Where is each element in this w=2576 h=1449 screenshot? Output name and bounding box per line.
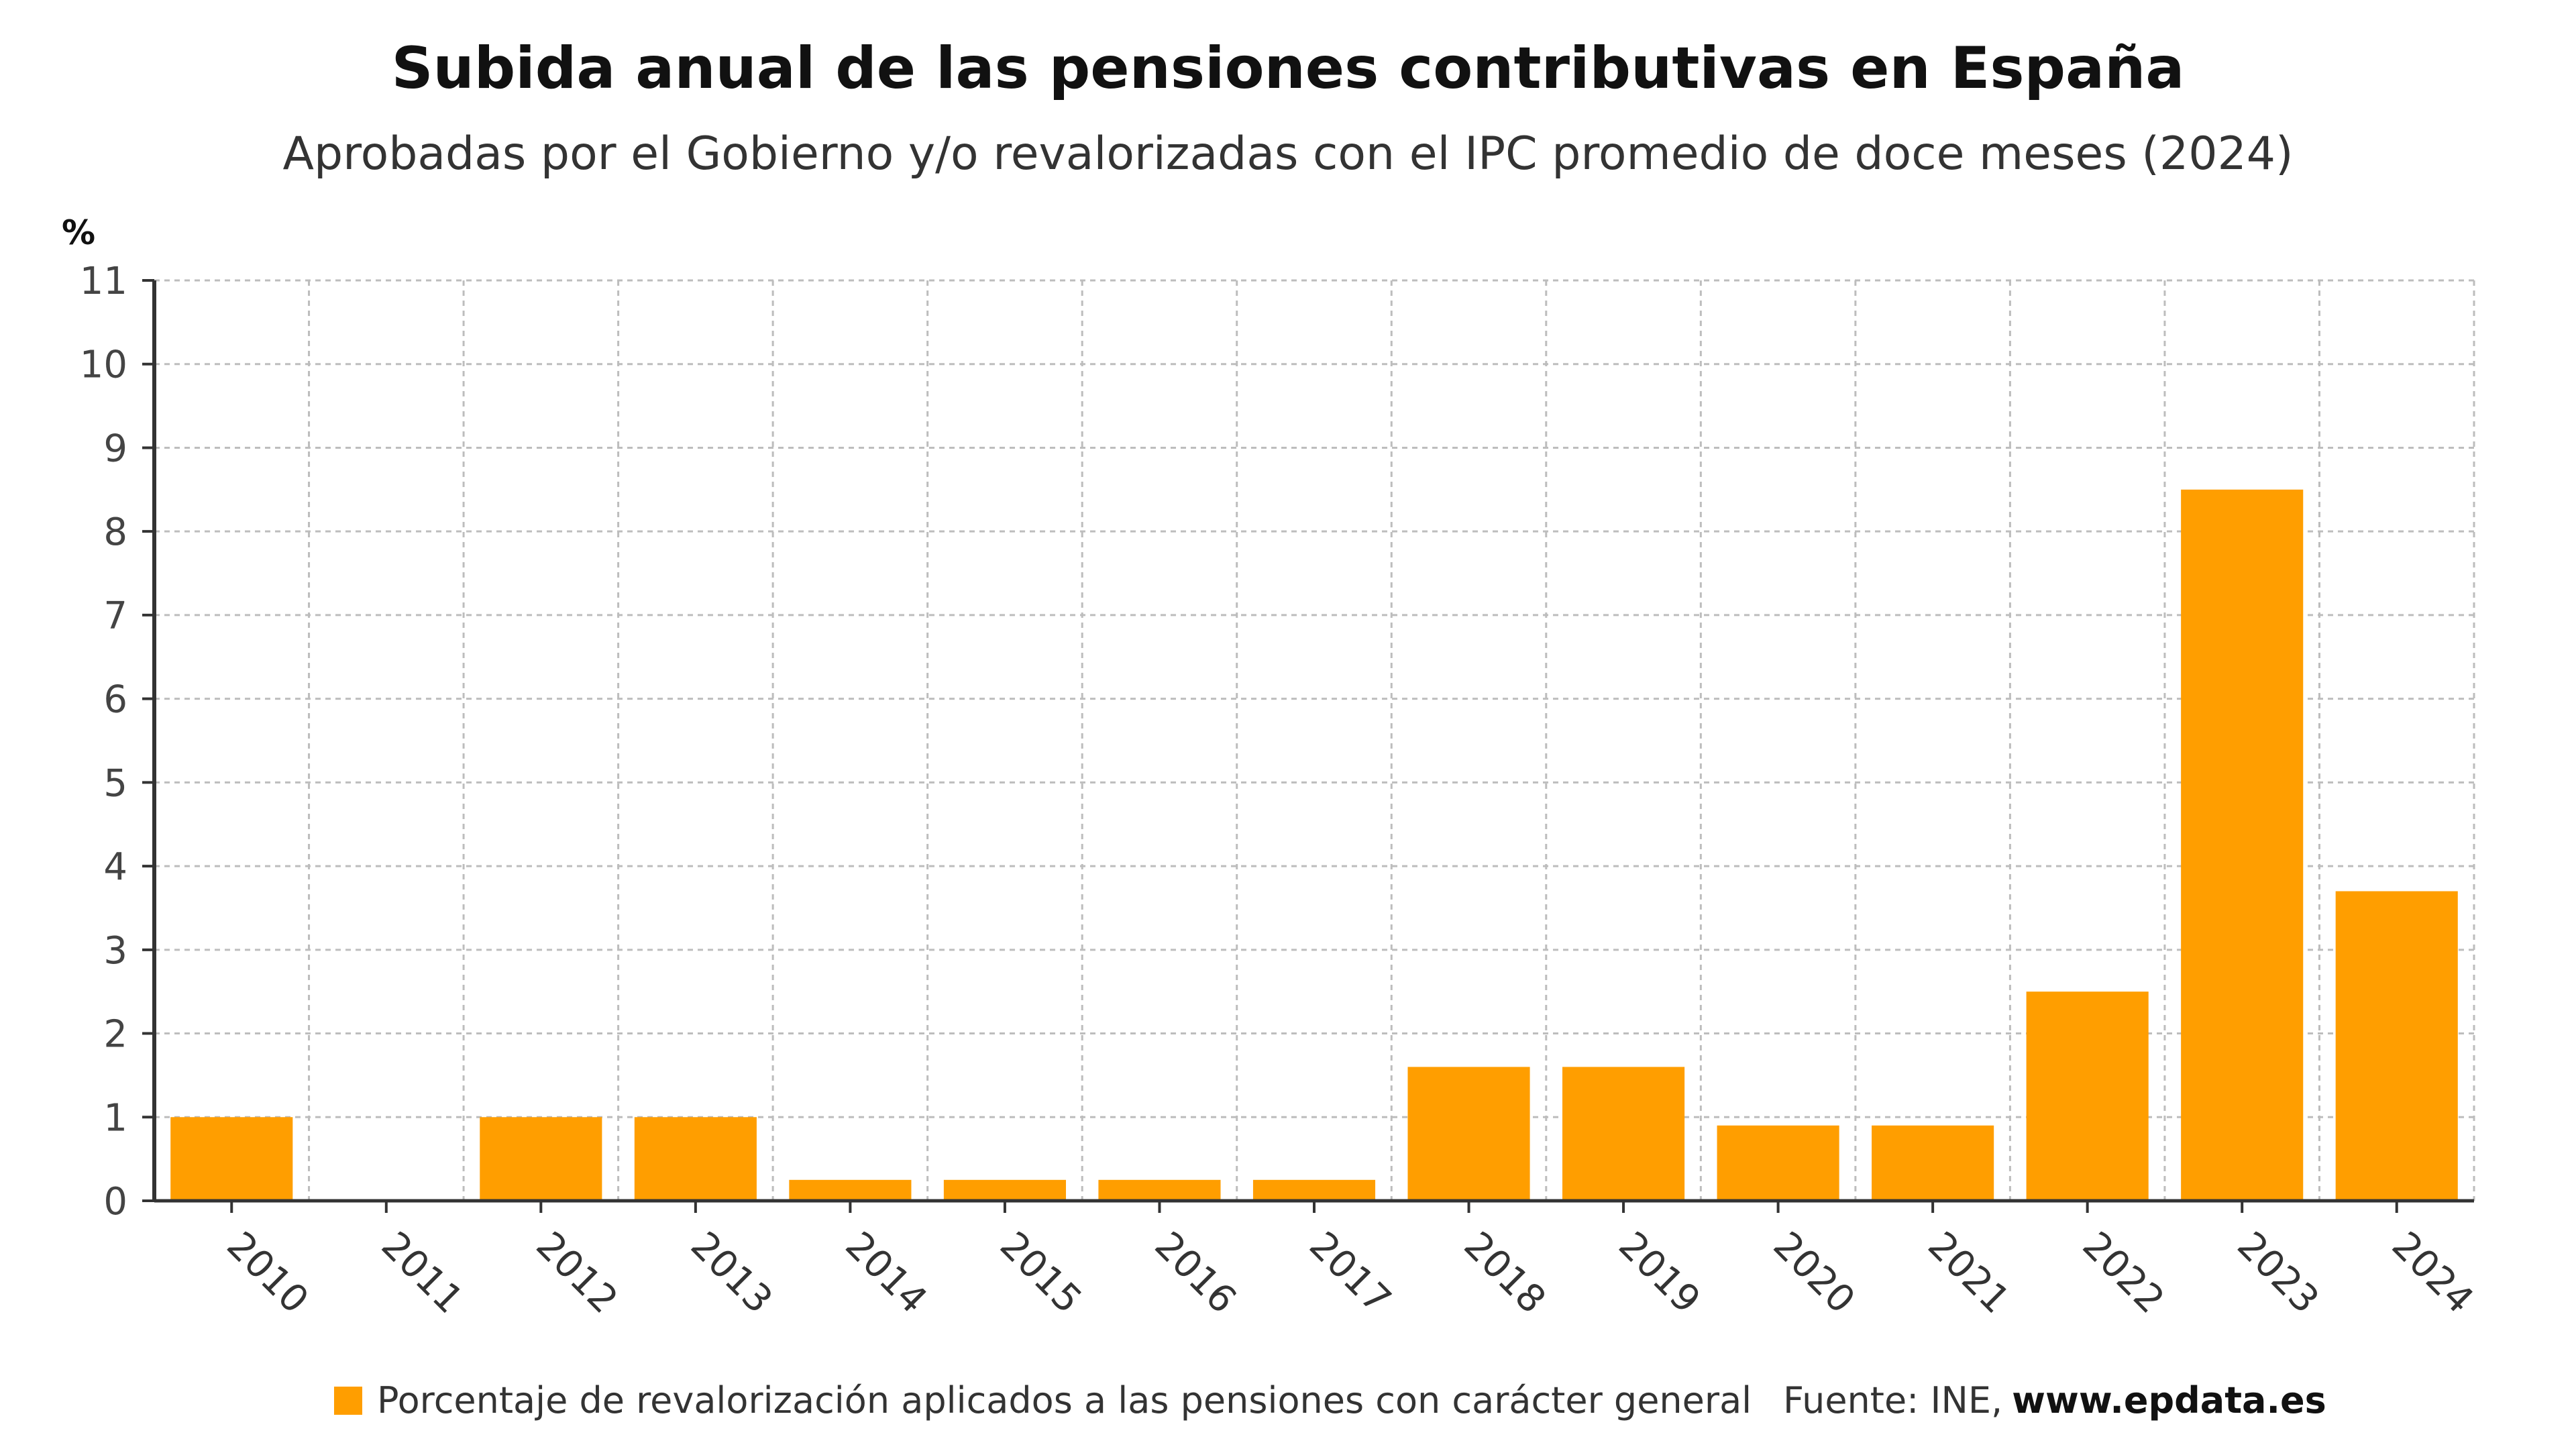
- chart-title: Subida anual de las pensiones contributi…: [391, 35, 2185, 102]
- x-tick-label-2023: 2023: [2229, 1224, 2327, 1322]
- y-tick-label: 2: [103, 1013, 127, 1057]
- source-site: www.epdata.es: [2012, 1379, 2326, 1421]
- bar-2014: [789, 1179, 912, 1201]
- x-tick-label-2021: 2021: [1919, 1224, 2018, 1322]
- y-tick-label: 10: [80, 343, 127, 387]
- y-tick-label: 6: [103, 678, 127, 722]
- bar-2015: [943, 1179, 1066, 1201]
- y-tick-labels: 0 1 2 3 4 5 6 7 8 9 10 11: [80, 260, 127, 1224]
- bars-layer: [170, 489, 2458, 1201]
- y-axis-unit-label: %: [62, 213, 96, 252]
- y-tick-label: 0: [103, 1180, 127, 1224]
- bar-2022: [2026, 991, 2149, 1201]
- source-label: Fuente: INE,: [1783, 1379, 2003, 1421]
- legend: Porcentaje de revalorización aplicados a…: [334, 1379, 1752, 1421]
- bar-2021: [1872, 1125, 1994, 1201]
- x-tick-label-2019: 2019: [1610, 1224, 1709, 1322]
- bar-2012: [480, 1117, 602, 1201]
- bar-2010: [170, 1117, 293, 1201]
- x-tick-label-2015: 2015: [991, 1224, 1090, 1322]
- bar-2023: [2181, 489, 2304, 1201]
- x-tick-labels: 2010 2011 2012 2013 2014 2015 2016 2017 2018 2019…: [218, 1224, 2481, 1322]
- x-tick-label-2013: 2013: [682, 1224, 781, 1322]
- x-tick-label-2017: 2017: [1301, 1224, 1399, 1322]
- bar-2018: [1407, 1067, 1530, 1201]
- chart-subtitle: Aprobadas por el Gobierno y/o revaloriza…: [282, 127, 2294, 180]
- y-tick-label: 4: [103, 845, 127, 889]
- bar-2019: [1562, 1067, 1685, 1201]
- y-tick-label: 8: [103, 511, 127, 554]
- legend-swatch: [334, 1386, 362, 1415]
- y-tick-label: 11: [80, 260, 127, 303]
- bar-2013: [634, 1117, 757, 1201]
- y-tick-label: 3: [103, 929, 127, 973]
- bar-2024: [2335, 891, 2458, 1201]
- x-tick-label-2024: 2024: [2383, 1224, 2482, 1322]
- bar-2017: [1252, 1179, 1376, 1201]
- y-tick-label: 1: [103, 1096, 127, 1140]
- x-tick-label-2018: 2018: [1456, 1224, 1554, 1322]
- x-tick-label-2011: 2011: [373, 1224, 472, 1322]
- y-tick-label: 7: [103, 594, 127, 638]
- x-tick-label-2012: 2012: [527, 1224, 626, 1322]
- y-tick-label: 5: [103, 761, 127, 805]
- x-tick-label-2010: 2010: [218, 1224, 317, 1322]
- legend-label: Porcentaje de revalorización aplicados a…: [377, 1379, 1752, 1421]
- grid-layer: [154, 279, 2475, 1201]
- bar-2016: [1098, 1179, 1221, 1201]
- x-tick-label-2020: 2020: [1765, 1224, 1864, 1322]
- bar-2020: [1717, 1125, 1839, 1201]
- x-tick-label-2022: 2022: [2074, 1224, 2173, 1322]
- y-tick-label: 9: [103, 427, 127, 470]
- x-tick-label-2014: 2014: [837, 1224, 936, 1322]
- x-tick-label-2016: 2016: [1146, 1224, 1245, 1322]
- source-credit: Fuente: INE, www.epdata.es: [1783, 1379, 2326, 1421]
- axis-layer: [142, 279, 2474, 1213]
